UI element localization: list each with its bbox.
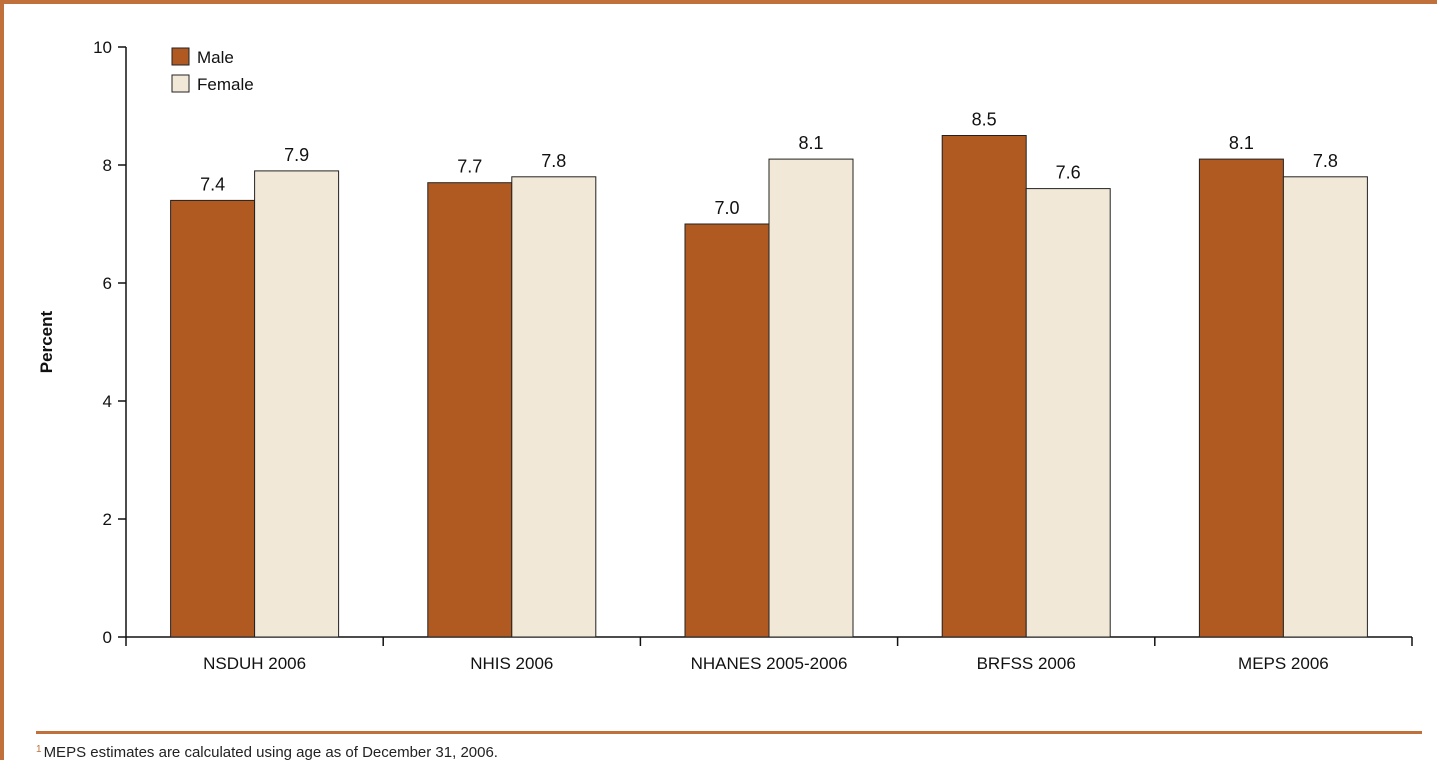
- bar-female: [1025, 188, 1111, 638]
- bar-male: [1198, 158, 1284, 638]
- y-tick-label: 10: [93, 38, 112, 57]
- data-label: 7.0: [714, 198, 739, 218]
- bar-chart: 0 2 4 6 8 10 Percent NSDUH 2006 NHIS 2006 NHANES …: [37, 38, 1413, 673]
- legend-label-female: Female: [197, 75, 254, 94]
- y-tick-label: 2: [103, 510, 112, 529]
- bar-male: [941, 135, 1027, 638]
- legend-swatch-male: [171, 47, 190, 66]
- data-label: 7.7: [457, 157, 482, 177]
- value-labels: 7.4 7.9 7.7 7.8 7.0 8.1 8.5 7.6 8.1 7.8: [200, 110, 1338, 219]
- bar-female: [254, 170, 340, 638]
- x-tick-label: BRFSS 2006: [977, 654, 1076, 673]
- legend-swatch-female: [171, 74, 190, 93]
- bar-male: [170, 199, 256, 638]
- footnote-text: MEPS estimates are calculated using age …: [43, 744, 498, 761]
- data-label: 7.4: [200, 174, 225, 194]
- y-axis-label: Percent: [37, 310, 56, 373]
- x-tick-label: MEPS 2006: [1238, 654, 1329, 673]
- legend-label-male: Male: [197, 48, 234, 67]
- x-tick-label: NHANES 2005-2006: [691, 654, 848, 673]
- data-label: 7.8: [541, 151, 566, 171]
- data-label: 7.8: [1313, 151, 1338, 171]
- y-tick-label: 4: [103, 392, 112, 411]
- data-label: 8.1: [1229, 133, 1254, 153]
- y-tick-label: 6: [103, 274, 112, 293]
- axes: 0 2 4 6 8 10 Percent NSDUH 2006 NHIS 2006 NHANES …: [37, 38, 1413, 673]
- y-tick-label: 8: [103, 156, 112, 175]
- data-label: 8.5: [972, 110, 997, 130]
- divider-rule: [36, 731, 1422, 734]
- x-tick-label: NHIS 2006: [470, 654, 553, 673]
- legend: Male Female: [171, 47, 254, 94]
- bar-male: [427, 182, 513, 638]
- data-label: 8.1: [798, 133, 823, 153]
- data-label: 7.9: [284, 145, 309, 165]
- bar-female: [768, 158, 854, 638]
- data-label: 7.6: [1056, 163, 1081, 183]
- bar-female: [511, 176, 597, 638]
- bars: [170, 135, 1368, 638]
- footnote-marker: 1: [36, 744, 42, 755]
- left-border: [0, 0, 4, 760]
- footnote: 1 MEPS estimates are calculated using age…: [36, 744, 498, 761]
- top-border: [0, 0, 1437, 4]
- y-tick-label: 0: [103, 628, 112, 647]
- bar-male: [684, 223, 770, 638]
- x-tick-label: NSDUH 2006: [203, 654, 306, 673]
- bar-female: [1282, 176, 1368, 638]
